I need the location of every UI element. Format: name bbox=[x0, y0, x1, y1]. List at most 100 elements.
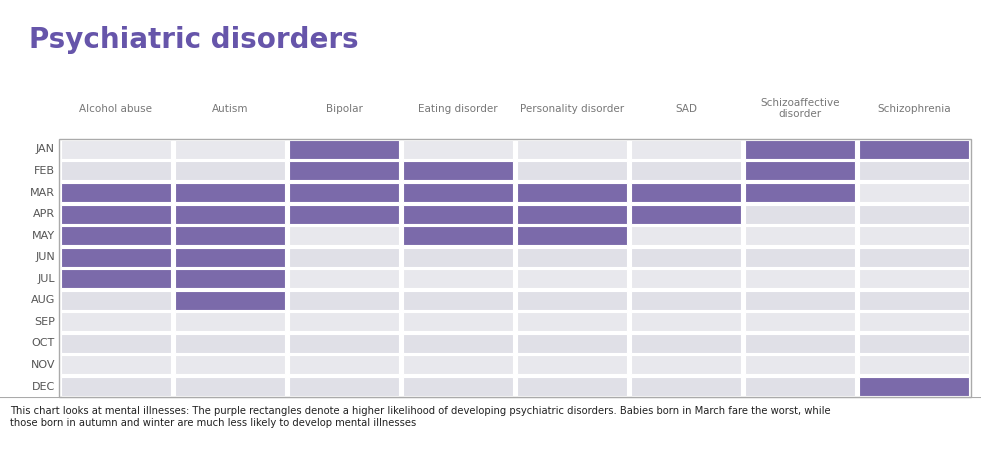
Bar bbox=[746, 248, 855, 267]
Bar bbox=[288, 248, 399, 267]
Bar bbox=[859, 334, 969, 353]
Bar bbox=[175, 269, 285, 288]
Bar bbox=[403, 183, 513, 202]
Bar bbox=[631, 161, 742, 181]
Bar bbox=[288, 334, 399, 353]
Bar bbox=[746, 377, 855, 396]
Bar bbox=[859, 377, 969, 396]
Bar bbox=[288, 269, 399, 288]
Bar bbox=[859, 161, 969, 181]
Bar bbox=[403, 226, 513, 245]
Bar bbox=[517, 291, 627, 310]
Bar bbox=[631, 377, 742, 396]
Text: FEB: FEB bbox=[34, 166, 55, 176]
Bar bbox=[288, 140, 399, 159]
Bar bbox=[175, 161, 285, 181]
Bar bbox=[859, 248, 969, 267]
Bar bbox=[403, 377, 513, 396]
Text: SEP: SEP bbox=[34, 317, 55, 327]
Bar bbox=[403, 291, 513, 310]
Bar bbox=[859, 269, 969, 288]
Bar bbox=[403, 269, 513, 288]
Bar bbox=[61, 161, 171, 181]
Bar bbox=[175, 312, 285, 331]
Bar bbox=[403, 312, 513, 331]
Bar bbox=[859, 355, 969, 375]
Bar bbox=[517, 312, 627, 331]
Bar bbox=[288, 226, 399, 245]
Text: NOV: NOV bbox=[30, 360, 55, 370]
Bar bbox=[746, 140, 855, 159]
Bar bbox=[517, 355, 627, 375]
Bar bbox=[517, 377, 627, 396]
Bar bbox=[61, 312, 171, 331]
Text: Schizoaffective
disorder: Schizoaffective disorder bbox=[760, 98, 840, 119]
Text: Autism: Autism bbox=[212, 103, 248, 114]
Bar bbox=[403, 140, 513, 159]
Text: AUG: AUG bbox=[30, 295, 55, 305]
Bar bbox=[288, 312, 399, 331]
Text: Psychiatric disorders: Psychiatric disorders bbox=[29, 26, 359, 55]
Bar bbox=[517, 334, 627, 353]
Bar bbox=[175, 248, 285, 267]
Bar bbox=[175, 140, 285, 159]
Bar bbox=[746, 183, 855, 202]
Text: Eating disorder: Eating disorder bbox=[418, 103, 497, 114]
Bar bbox=[288, 161, 399, 181]
Bar bbox=[175, 205, 285, 224]
Bar bbox=[859, 183, 969, 202]
Bar bbox=[288, 183, 399, 202]
Bar bbox=[859, 226, 969, 245]
Bar bbox=[517, 248, 627, 267]
Text: JUL: JUL bbox=[37, 274, 55, 284]
Bar bbox=[859, 312, 969, 331]
Bar bbox=[631, 291, 742, 310]
Bar bbox=[859, 291, 969, 310]
Bar bbox=[175, 377, 285, 396]
Bar bbox=[403, 334, 513, 353]
Bar bbox=[61, 291, 171, 310]
Bar bbox=[61, 205, 171, 224]
Text: DEC: DEC bbox=[31, 382, 55, 391]
Bar bbox=[403, 248, 513, 267]
Text: MAR: MAR bbox=[30, 188, 55, 197]
Text: Personality disorder: Personality disorder bbox=[520, 103, 624, 114]
Bar bbox=[746, 205, 855, 224]
Bar bbox=[61, 140, 171, 159]
Bar bbox=[746, 291, 855, 310]
Bar bbox=[517, 205, 627, 224]
Text: JAN: JAN bbox=[36, 145, 55, 154]
Text: Bipolar: Bipolar bbox=[326, 103, 362, 114]
Bar bbox=[403, 161, 513, 181]
Bar bbox=[746, 161, 855, 181]
Bar bbox=[403, 355, 513, 375]
Bar bbox=[859, 205, 969, 224]
Bar bbox=[403, 205, 513, 224]
Bar bbox=[61, 355, 171, 375]
Bar bbox=[631, 269, 742, 288]
Bar bbox=[175, 291, 285, 310]
Bar bbox=[517, 226, 627, 245]
Text: MAY: MAY bbox=[31, 231, 55, 241]
Bar bbox=[288, 355, 399, 375]
Bar bbox=[631, 355, 742, 375]
Bar bbox=[746, 226, 855, 245]
Bar bbox=[517, 140, 627, 159]
Bar bbox=[517, 183, 627, 202]
Bar bbox=[61, 226, 171, 245]
Bar bbox=[631, 140, 742, 159]
Bar bbox=[61, 269, 171, 288]
Text: APR: APR bbox=[32, 209, 55, 219]
Bar bbox=[175, 183, 285, 202]
Text: JUN: JUN bbox=[35, 252, 55, 262]
Bar bbox=[859, 140, 969, 159]
Text: This chart looks at mental illnesses: The purple rectangles denote a higher like: This chart looks at mental illnesses: Th… bbox=[10, 407, 831, 428]
Bar bbox=[631, 205, 742, 224]
Bar bbox=[746, 312, 855, 331]
Text: Alcohol abuse: Alcohol abuse bbox=[79, 103, 152, 114]
Bar bbox=[631, 183, 742, 202]
Bar bbox=[288, 291, 399, 310]
Bar bbox=[746, 334, 855, 353]
Bar bbox=[631, 334, 742, 353]
Bar bbox=[61, 248, 171, 267]
